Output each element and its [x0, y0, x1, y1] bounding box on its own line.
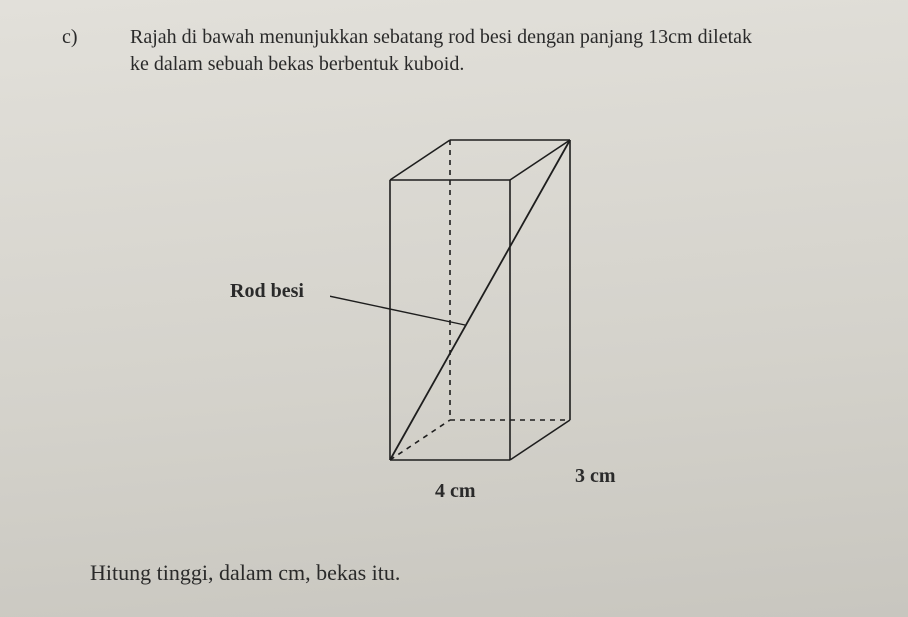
question-line1: Rajah di bawah menunjukkan sebatang rod … — [130, 26, 752, 48]
question-footer: Hitung tinggi, dalam cm, bekas itu. — [90, 560, 400, 586]
question-text: Rajah di bawah menunjukkan sebatang rod … — [130, 24, 850, 78]
page-root: { "question": { "label": "c)", "text_lin… — [0, 0, 908, 617]
rod-besi-label: Rod besi — [230, 280, 304, 303]
question-line2: ke dalam sebuah bekas berbentuk kuboid. — [130, 53, 464, 75]
depth-3cm-label: 3 cm — [575, 465, 616, 488]
width-4cm-label: 4 cm — [435, 480, 476, 503]
question-label: c) — [62, 26, 78, 49]
cuboid-diagram — [330, 120, 660, 490]
